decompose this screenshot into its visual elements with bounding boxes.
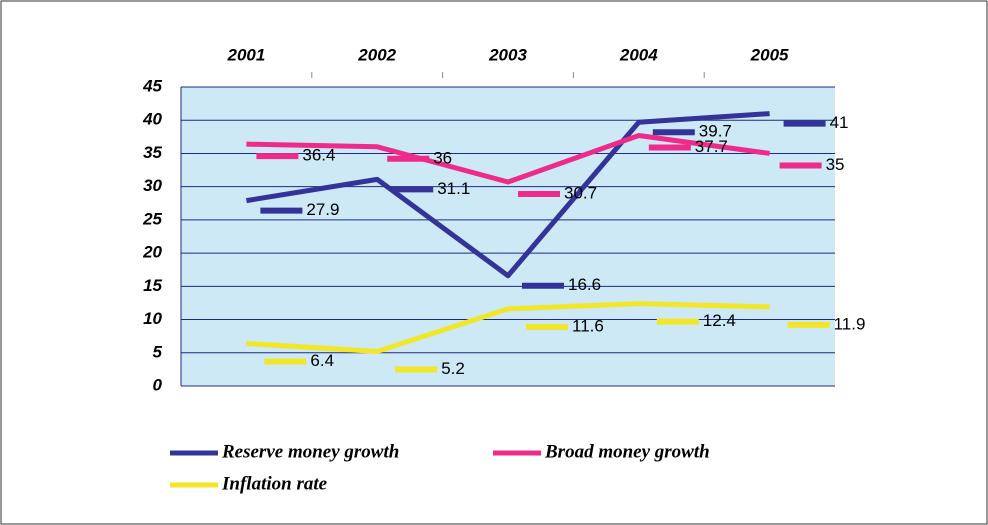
x-tick-label: 2002 (357, 45, 396, 64)
data-label: 30.7 (564, 183, 597, 202)
series-line (246, 301, 770, 354)
data-label: 11.9 (834, 314, 866, 333)
data-label: 12.4 (703, 311, 736, 330)
data-label: 36 (433, 148, 452, 167)
data-label: 35 (826, 155, 845, 174)
data-label: 39.7 (699, 122, 732, 141)
y-tick-label: 45 (142, 76, 162, 95)
legend-label: Reserve money growth (221, 441, 399, 462)
data-label: 37.7 (695, 137, 728, 156)
y-tick-label: 5 (153, 342, 163, 361)
y-tick-label: 10 (143, 309, 162, 328)
data-label: 41 (830, 113, 849, 132)
x-tick-label: 2001 (226, 45, 265, 64)
y-tick-label: 40 (142, 110, 162, 129)
data-label: 11.6 (572, 316, 604, 335)
y-tick-label: 0 (153, 375, 163, 394)
y-tick-label: 30 (143, 176, 162, 195)
legend-label: Inflation rate (221, 473, 328, 494)
data-label: 5.2 (441, 359, 465, 378)
data-label: 6.4 (310, 351, 334, 370)
series-line (246, 133, 770, 185)
plot-area (181, 87, 835, 386)
series-line (245, 111, 770, 279)
legend-label: Broad money growth (544, 441, 710, 462)
data-label: 16.6 (568, 275, 601, 294)
x-tick-label: 2003 (488, 45, 527, 64)
y-tick-label: 15 (143, 276, 162, 295)
y-tick-label: 25 (142, 209, 162, 228)
x-tick-label: 2005 (750, 45, 789, 64)
data-label: 36.4 (302, 146, 335, 165)
y-tick-label: 35 (143, 143, 162, 162)
y-tick-label: 20 (142, 243, 162, 262)
data-label: 31.1 (437, 179, 470, 198)
data-label: 27.9 (306, 200, 339, 219)
x-tick-label: 2004 (619, 45, 658, 64)
